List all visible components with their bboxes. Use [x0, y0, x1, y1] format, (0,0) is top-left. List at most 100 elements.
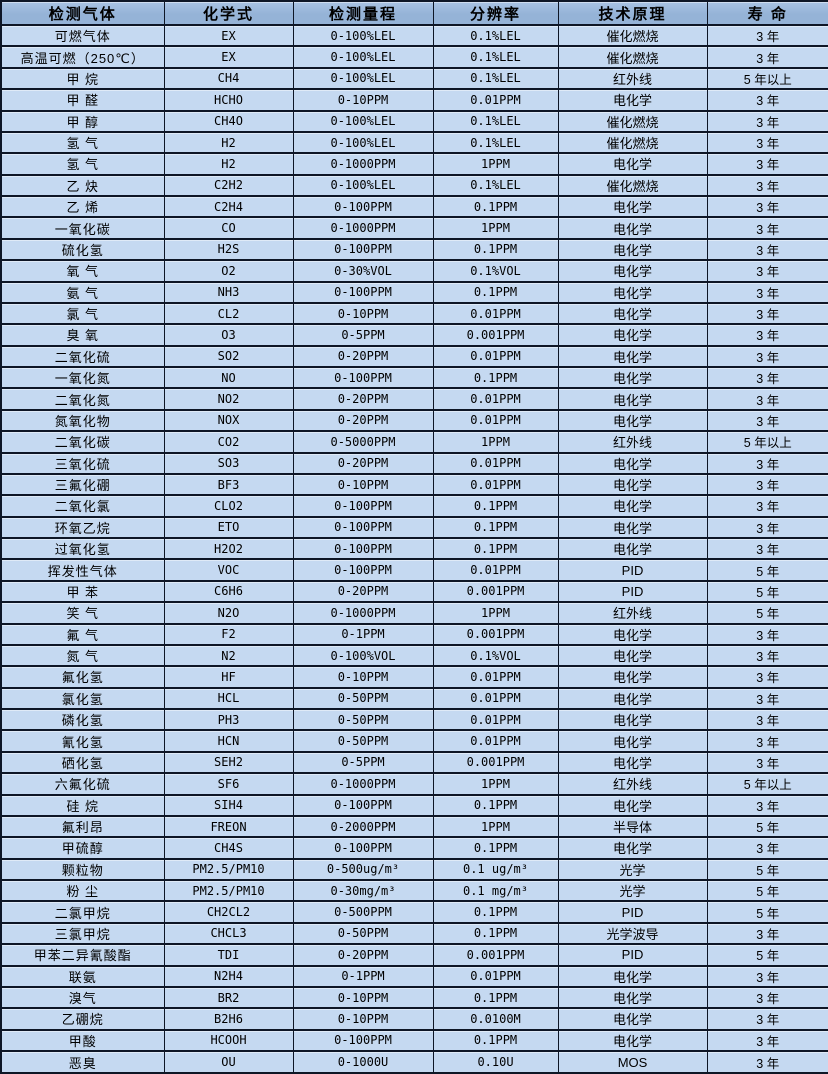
cell-chemical-formula: PH3	[163, 707, 294, 732]
column-header-resolution: 分辨率	[432, 0, 559, 26]
table-row: 乙硼烷 B2H6 0-10PPM 0.0100M 电化学 3 年	[0, 1007, 828, 1031]
cell-chemical-formula: NOX	[163, 408, 294, 433]
cell-lifespan: 3 年	[706, 494, 828, 518]
cell-chemical-formula: N2	[163, 643, 294, 668]
cell-lifespan: 3 年	[706, 472, 828, 497]
cell-lifespan: 5 年	[706, 814, 828, 839]
cell-resolution: 0.10U	[432, 1050, 559, 1074]
cell-technology: 电化学	[557, 280, 708, 304]
cell-chemical-formula: H2	[163, 130, 294, 155]
cell-lifespan: 3 年	[706, 216, 828, 240]
cell-gas-name: 恶臭	[0, 1050, 165, 1074]
cell-detection-range: 0-30mg/m³	[292, 878, 434, 903]
cell-detection-range: 0-100%LEL	[292, 173, 434, 198]
cell-gas-name: 乙 烯	[0, 194, 165, 219]
cell-detection-range: 0-20PPM	[292, 408, 434, 433]
cell-technology: 红外线	[557, 601, 708, 625]
cell-chemical-formula: CHCL3	[163, 921, 294, 946]
cell-detection-range: 0-20PPM	[292, 344, 434, 369]
cell-lifespan: 3 年	[706, 622, 828, 646]
cell-chemical-formula: HCHO	[163, 88, 294, 112]
cell-gas-name: 磷化氢	[0, 707, 165, 732]
table-row: 颗粒物 PM2.5/PM10 0-500ug/m³ 0.1 ug/m³ 光学 5 年	[0, 857, 828, 882]
cell-lifespan: 3 年	[706, 1028, 828, 1053]
table-row: 硫化氢 H2S 0-100PPM 0.1PPM 电化学 3 年	[0, 237, 828, 262]
cell-detection-range: 0-50PPM	[292, 921, 434, 946]
cell-technology: 电化学	[557, 836, 708, 860]
cell-lifespan: 3 年	[706, 88, 828, 112]
cell-technology: 红外线	[557, 772, 708, 796]
cell-chemical-formula: EX	[163, 23, 294, 48]
cell-lifespan: 3 年	[706, 729, 828, 753]
cell-resolution: 0.1%LEL	[432, 45, 559, 69]
cell-lifespan: 5 年以上	[706, 430, 828, 454]
cell-lifespan: 3 年	[706, 387, 828, 411]
cell-gas-name: 三氟化硼	[0, 472, 165, 497]
cell-gas-name: 氟化氢	[0, 665, 165, 689]
cell-gas-name: 氮氧化物	[0, 408, 165, 433]
cell-gas-name: 挥发性气体	[0, 558, 165, 582]
table-row: 一氧化碳 CO 0-1000PPM 1PPM 电化学 3 年	[0, 216, 828, 240]
cell-technology: 电化学	[557, 451, 708, 475]
cell-lifespan: 3 年	[706, 515, 828, 540]
cell-detection-range: 0-100%LEL	[292, 45, 434, 69]
cell-gas-name: 颗粒物	[0, 857, 165, 882]
table-row: 氟化氢 HF 0-10PPM 0.01PPM 电化学 3 年	[0, 665, 828, 689]
cell-chemical-formula: ETO	[163, 515, 294, 540]
cell-gas-name: 硫化氢	[0, 237, 165, 262]
cell-detection-range: 0-50PPM	[292, 707, 434, 732]
cell-gas-name: 氮 气	[0, 643, 165, 668]
cell-resolution: 0.1PPM	[432, 515, 559, 540]
cell-chemical-formula: N2H4	[163, 964, 294, 988]
cell-lifespan: 3 年	[706, 408, 828, 433]
table-row: 二氧化硫 SO2 0-20PPM 0.01PPM 电化学 3 年	[0, 344, 828, 369]
cell-lifespan: 3 年	[706, 643, 828, 668]
cell-chemical-formula: FREON	[163, 814, 294, 839]
cell-detection-range: 0-10PPM	[292, 472, 434, 497]
cell-detection-range: 0-100PPM	[292, 515, 434, 540]
cell-lifespan: 3 年	[706, 536, 828, 561]
table-row: 过氧化氢 H2O2 0-100PPM 0.1PPM 电化学 3 年	[0, 536, 828, 561]
cell-detection-range: 0-50PPM	[292, 686, 434, 711]
cell-technology: 电化学	[557, 686, 708, 711]
cell-detection-range: 0-100PPM	[292, 1028, 434, 1053]
cell-technology: 电化学	[557, 964, 708, 988]
cell-technology: 红外线	[557, 430, 708, 454]
table-row: 高温可燃（250℃） EX 0-100%LEL 0.1%LEL 催化燃烧 3 年	[0, 45, 828, 69]
cell-gas-name: 可燃气体	[0, 23, 165, 48]
table-row: 二氯甲烷 CH2CL2 0-500PPM 0.1PPM PID 5 年	[0, 900, 828, 924]
cell-lifespan: 3 年	[706, 109, 828, 133]
cell-technology: PID	[557, 579, 708, 604]
cell-lifespan: 5 年	[706, 579, 828, 604]
table-row: 甲酸 HCOOH 0-100PPM 0.1PPM 电化学 3 年	[0, 1028, 828, 1053]
cell-chemical-formula: CH2CL2	[163, 900, 294, 924]
cell-detection-range: 0-1000PPM	[292, 216, 434, 240]
table-row: 甲 烷 CH4 0-100%LEL 0.1%LEL 红外线 5 年以上	[0, 66, 828, 91]
cell-resolution: 0.1%LEL	[432, 109, 559, 133]
table-row: 硅 烷 SIH4 0-100PPM 0.1PPM 电化学 3 年	[0, 793, 828, 817]
cell-resolution: 1PPM	[432, 814, 559, 839]
table-row: 氯 气 CL2 0-10PPM 0.01PPM 电化学 3 年	[0, 301, 828, 326]
cell-detection-range: 0-100PPM	[292, 237, 434, 262]
cell-detection-range: 0-10PPM	[292, 1007, 434, 1031]
cell-detection-range: 0-100%LEL	[292, 66, 434, 91]
cell-detection-range: 0-100%LEL	[292, 109, 434, 133]
cell-lifespan: 3 年	[706, 665, 828, 689]
table-row: 氢 气 H2 0-100%LEL 0.1%LEL 催化燃烧 3 年	[0, 130, 828, 155]
cell-technology: PID	[557, 900, 708, 924]
column-header-chemical-formula: 化学式	[163, 0, 294, 26]
column-header-gas-name: 检测气体	[0, 0, 165, 26]
cell-resolution: 0.01PPM	[432, 451, 559, 475]
cell-detection-range: 0-100PPM	[292, 280, 434, 304]
cell-chemical-formula: OU	[163, 1050, 294, 1074]
column-header-detection-range: 检测量程	[292, 0, 434, 26]
cell-lifespan: 3 年	[706, 237, 828, 262]
cell-detection-range: 0-5PPM	[292, 750, 434, 775]
cell-chemical-formula: NH3	[163, 280, 294, 304]
table-row: 甲 醇 CH4O 0-100%LEL 0.1%LEL 催化燃烧 3 年	[0, 109, 828, 133]
cell-gas-name: 氢 气	[0, 152, 165, 176]
cell-chemical-formula: B2H6	[163, 1007, 294, 1031]
cell-chemical-formula: HF	[163, 665, 294, 689]
table-row: 甲硫醇 CH4S 0-100PPM 0.1PPM 电化学 3 年	[0, 836, 828, 860]
cell-resolution: 0.1%LEL	[432, 173, 559, 198]
